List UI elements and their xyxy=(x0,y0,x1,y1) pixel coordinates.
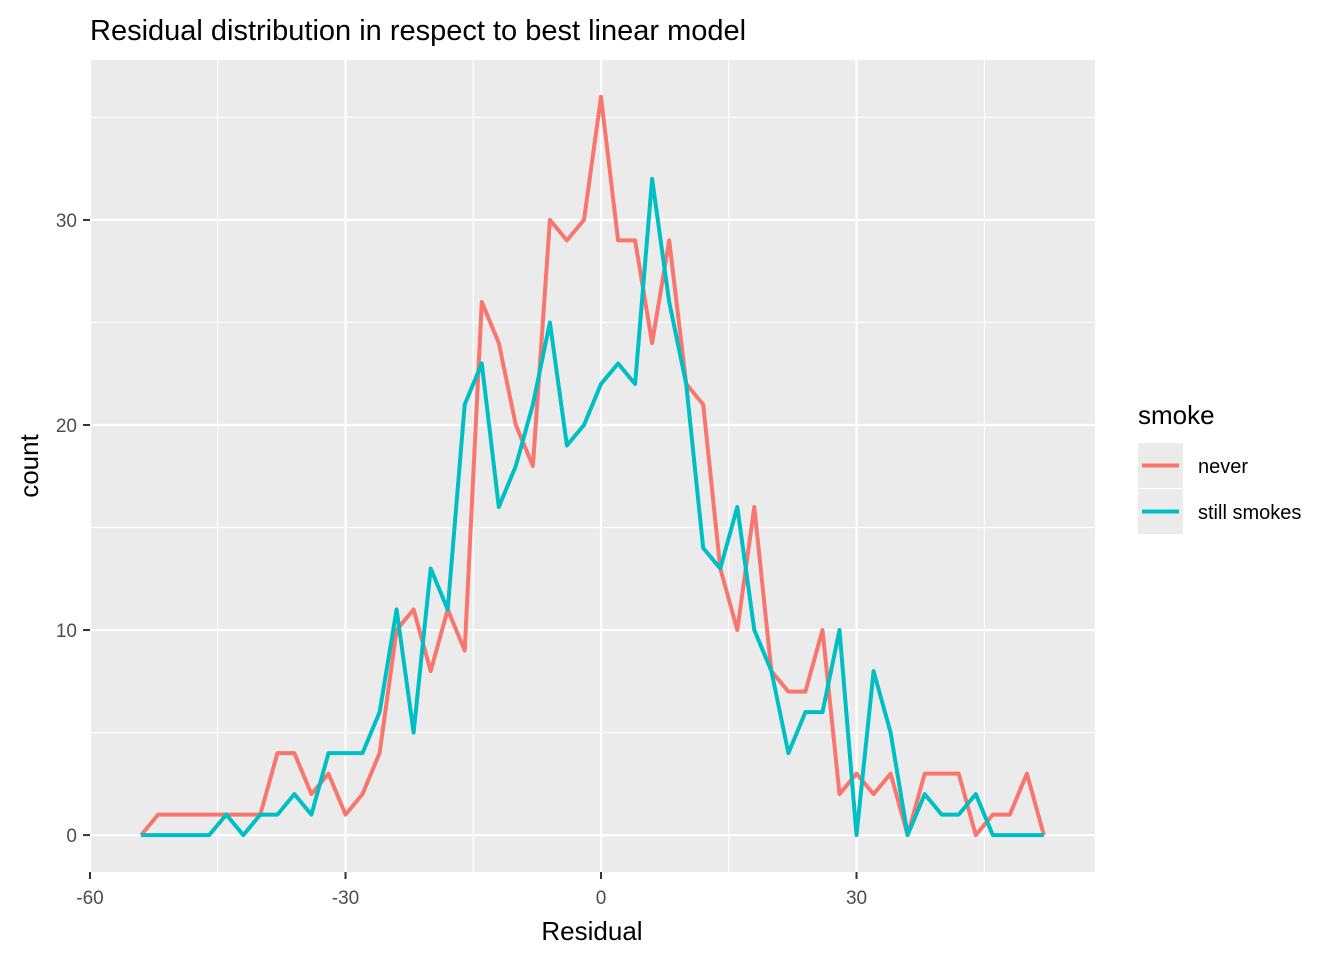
major-gridlines xyxy=(88,60,1095,872)
tick-labels: -60 -30 0 30 0 10 20 30 xyxy=(56,211,867,909)
series-line-still-smokes xyxy=(141,176,1044,838)
plot-panel xyxy=(90,60,1095,872)
y-tick-label: 20 xyxy=(56,416,77,437)
axis-ticks xyxy=(83,218,858,879)
legend: smoke never still smokes xyxy=(1138,400,1301,534)
minor-gridlines xyxy=(90,60,1095,872)
legend-item-still-smokes: still smokes xyxy=(1138,489,1301,534)
x-tick-label: -60 xyxy=(76,888,103,909)
legend-label: never xyxy=(1198,456,1248,478)
series-lines xyxy=(139,94,1046,838)
chart-title: Residual distribution in respect to best… xyxy=(90,15,746,47)
x-tick-label: 0 xyxy=(596,888,607,909)
y-tick-label: 0 xyxy=(66,826,77,847)
x-tick-label: 30 xyxy=(846,888,867,909)
legend-title: smoke xyxy=(1138,400,1215,430)
y-tick-label: 10 xyxy=(56,621,77,642)
legend-item-never: never xyxy=(1138,443,1248,488)
series-line-never xyxy=(139,94,1046,838)
y-tick-label: 30 xyxy=(56,211,77,232)
x-axis-title: Residual xyxy=(541,916,642,946)
y-axis-title: count xyxy=(14,433,44,497)
legend-label: still smokes xyxy=(1198,502,1301,524)
x-tick-label: -30 xyxy=(332,888,359,909)
